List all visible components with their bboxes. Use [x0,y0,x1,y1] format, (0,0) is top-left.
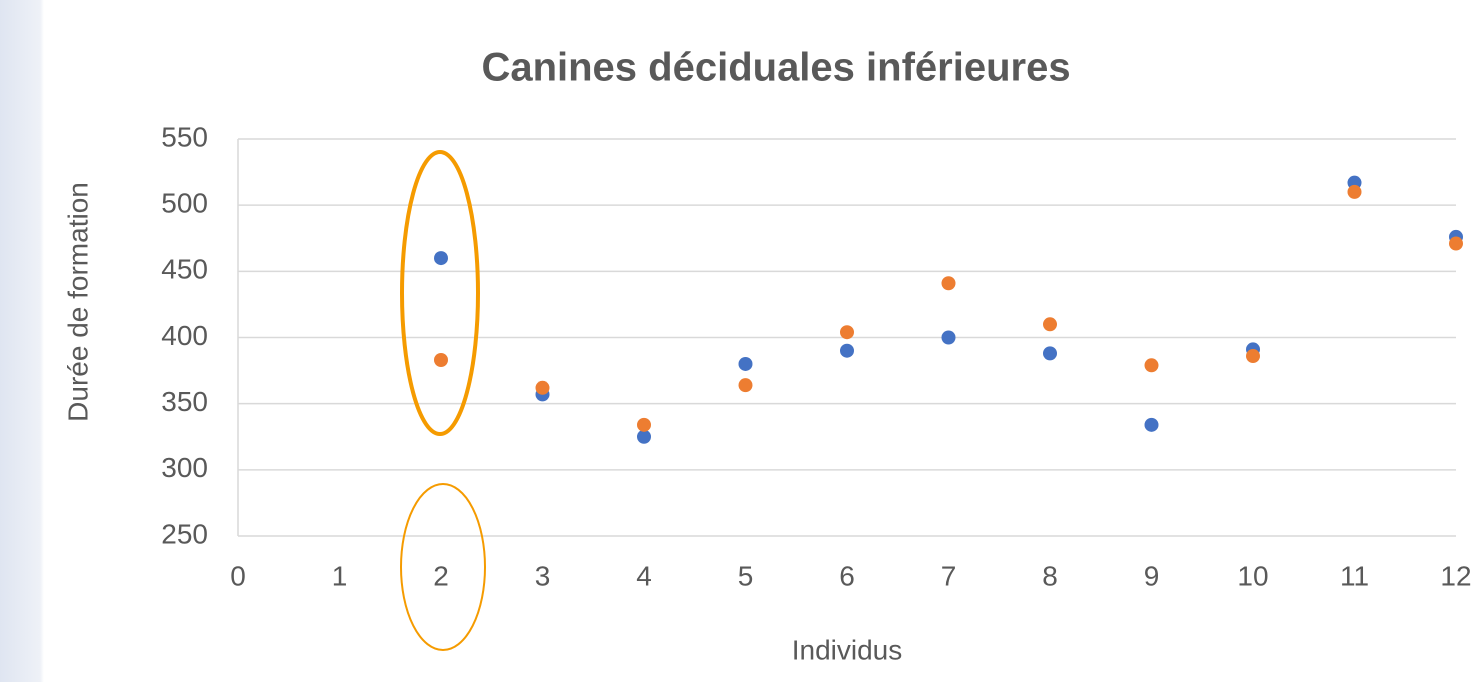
highlight-ellipse [400,150,480,436]
point [840,343,854,358]
x-tick-label: 9 [1144,560,1160,591]
point [941,276,956,291]
x-axis-label: Individus [792,634,903,665]
point [434,251,448,266]
x-tick-label: 0 [230,560,246,591]
y-tick-label: 250 [161,518,208,549]
point [840,325,854,340]
x-tick-label: 12 [1440,560,1471,591]
point [1144,417,1159,432]
y-tick-label: 300 [161,452,208,483]
point [1043,346,1057,361]
y-tick-label: 350 [161,386,208,417]
point [738,378,753,393]
y-tick-label: 500 [161,188,208,219]
point [1347,184,1362,199]
point [941,330,956,345]
y-tick-label: 400 [161,320,208,351]
x-tick-label: 11 [1340,560,1369,591]
x-tick-label: 3 [535,560,551,591]
point [535,380,550,395]
point [434,352,448,367]
x-tick-label: 10 [1237,560,1268,591]
x-tick-label: 7 [941,560,957,591]
x-tick-label: 1 [332,560,348,591]
x-tick-label: 6 [839,560,855,591]
point [1043,317,1057,332]
point [738,356,753,371]
chart-area [44,14,1476,682]
x-tick-label: 4 [636,560,652,591]
point [1144,358,1159,373]
point [1449,236,1463,251]
y-axis-label: Durée de formation [62,182,93,422]
point [637,429,651,444]
y-tick-label: 550 [161,121,208,152]
x-tick-label: 8 [1042,560,1058,591]
x-tick-label: 5 [738,560,754,591]
highlight-ellipse [400,483,486,651]
y-tick-label: 450 [161,254,208,285]
chart-title: Canines déciduales inférieures [481,46,1070,90]
x-tick-label: 2 [433,560,449,591]
point [1246,349,1260,364]
point [637,417,651,432]
